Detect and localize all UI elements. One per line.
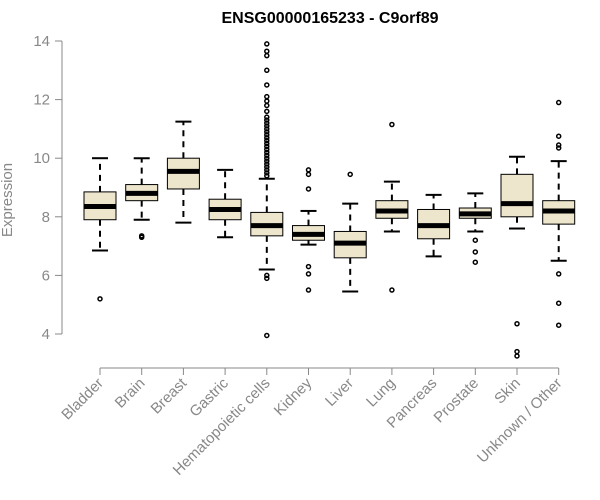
y-tick-label: 12 xyxy=(33,92,50,109)
outlier-point xyxy=(555,142,562,148)
outlier-point xyxy=(264,41,270,47)
outlier-point xyxy=(264,82,270,88)
outlier-point xyxy=(264,275,270,282)
box-breast xyxy=(166,120,200,224)
outlier-point xyxy=(514,348,520,355)
outlier-point xyxy=(264,102,270,109)
outlier-point xyxy=(264,140,270,147)
outlier-point xyxy=(472,259,479,265)
outlier-point xyxy=(264,272,270,279)
chart-title: ENSG00000165233 - C9orf89 xyxy=(221,10,438,27)
box-kidney xyxy=(292,167,325,293)
outlier-point xyxy=(264,158,270,164)
outlier-point xyxy=(264,134,270,141)
x-tick-label-breast: Breast xyxy=(148,374,191,417)
outlier-point xyxy=(305,287,312,293)
box-hematopoietic-cells xyxy=(250,41,284,339)
box-bladder xyxy=(83,157,117,302)
box-pancreas xyxy=(417,193,451,258)
outlier-point xyxy=(264,48,270,55)
outlier-point xyxy=(264,126,270,132)
outlier-point xyxy=(555,99,562,106)
outlier-point xyxy=(138,233,145,239)
box-gastric xyxy=(208,168,242,239)
outlier-point xyxy=(264,123,270,129)
outlier-point xyxy=(264,129,270,135)
x-tick-label-bladder: Bladder xyxy=(58,375,107,424)
x-tick-label-skin: Skin xyxy=(491,375,524,408)
outlier-point xyxy=(264,332,270,339)
outlier-point xyxy=(264,93,270,100)
box-brain xyxy=(125,157,159,241)
x-tick-label-kidney: Kidney xyxy=(271,374,316,419)
box-liver xyxy=(333,171,367,293)
outlier-point xyxy=(264,120,270,126)
outlier-point xyxy=(347,171,353,178)
outlier-point xyxy=(264,170,270,176)
outlier-point xyxy=(264,108,270,115)
outlier-point xyxy=(264,173,270,179)
outlier-point xyxy=(514,353,520,359)
outlier-point xyxy=(389,287,395,293)
y-tick-label: 4 xyxy=(42,326,50,343)
outlier-point xyxy=(264,164,270,170)
outlier-point xyxy=(264,114,270,120)
box-prostate xyxy=(458,192,492,265)
outlier-point xyxy=(555,322,562,328)
outlier-point xyxy=(555,271,562,277)
y-tick-label: 8 xyxy=(42,209,50,226)
y-tick-label: 14 xyxy=(33,33,50,50)
outlier-point xyxy=(264,161,270,167)
outlier-point xyxy=(555,133,562,139)
outlier-point xyxy=(264,167,270,173)
outlier-point xyxy=(555,145,562,151)
y-axis: 4 6 8 10 12 14 xyxy=(33,33,63,343)
y-tick-label: 10 xyxy=(33,150,50,167)
outlier-point xyxy=(264,137,270,144)
outlier-point xyxy=(264,132,270,138)
outlier-point xyxy=(264,67,270,74)
x-tick-label-lung: Lung xyxy=(363,375,399,411)
outlier-point xyxy=(264,146,270,153)
x-tick-label-prostate: Prostate xyxy=(431,375,483,427)
x-tick-label-liver: Liver xyxy=(322,375,357,410)
outlier-point xyxy=(97,296,103,302)
outlier-point xyxy=(305,167,312,173)
outlier-point xyxy=(264,52,270,59)
outlier-point xyxy=(264,149,270,156)
outlier-point xyxy=(264,98,270,104)
outlier-point xyxy=(472,249,479,255)
outlier-point xyxy=(264,155,270,161)
outlier-point xyxy=(264,117,270,123)
outlier-point xyxy=(264,143,270,150)
x-tick-label-brain: Brain xyxy=(112,375,149,412)
box-unknown-other xyxy=(542,99,576,328)
outlier-point xyxy=(264,152,270,159)
y-tick-label: 6 xyxy=(42,267,50,284)
outlier-point xyxy=(472,237,479,243)
outlier-point xyxy=(305,263,312,270)
box-skin xyxy=(500,155,534,359)
outlier-point xyxy=(555,300,562,306)
outlier-point xyxy=(305,186,312,192)
iqr-box xyxy=(500,173,534,218)
plot-area xyxy=(83,41,576,359)
box-lung xyxy=(375,121,409,293)
outlier-point xyxy=(389,121,395,128)
outlier-point xyxy=(514,320,520,327)
outlier-point xyxy=(305,271,312,277)
y-axis-label: Expression xyxy=(0,163,16,237)
outlier-point xyxy=(305,171,312,178)
